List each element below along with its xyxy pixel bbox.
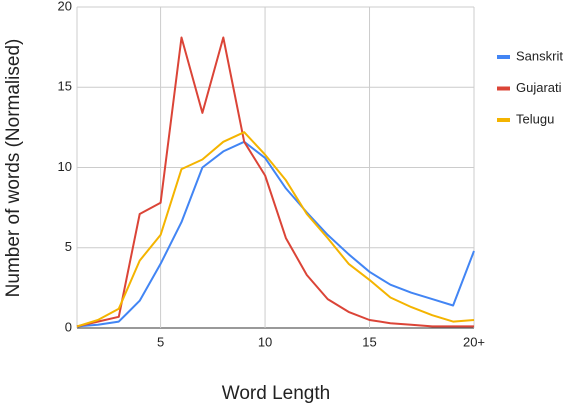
series-line: [76, 140, 475, 328]
series-line: [76, 36, 474, 328]
legend-label: Gujarati: [516, 80, 562, 95]
y-axis-title: Number of words (Normalised): [3, 39, 24, 298]
y-tick-label: 0: [65, 319, 72, 334]
legend-label: Telugu: [516, 111, 554, 126]
y-tick-label: 15: [58, 79, 72, 94]
x-tick-label: 20+: [463, 334, 485, 349]
series-line: [76, 131, 475, 328]
legend-label: Sanskrit: [516, 48, 563, 63]
x-tick-label: 15: [362, 334, 376, 349]
y-tick-label: 5: [65, 239, 72, 254]
y-tick-label: 10: [58, 159, 72, 174]
x-axis-title: Word Length: [222, 383, 330, 404]
y-tick-label: 20: [58, 0, 72, 13]
x-tick-label: 5: [157, 334, 164, 349]
x-tick-label: 10: [258, 334, 272, 349]
